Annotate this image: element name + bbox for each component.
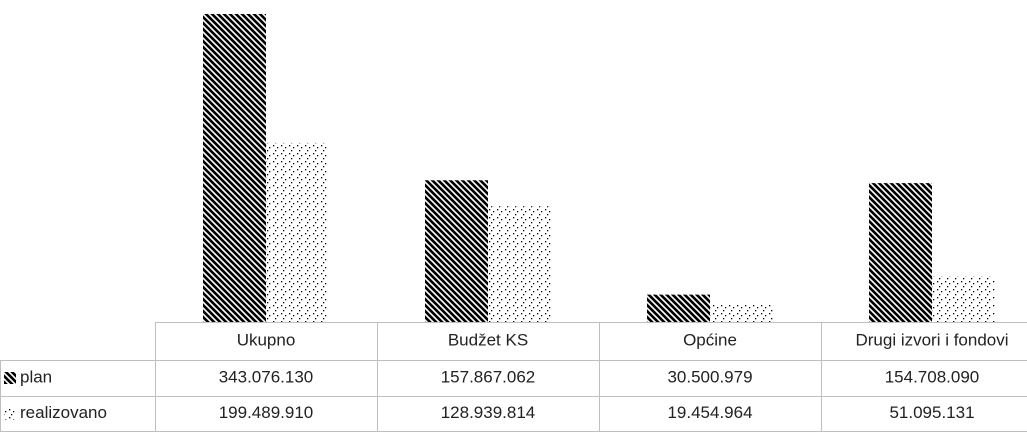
bar [932,276,995,322]
table-value: 128.939.814 [441,403,536,422]
bar [488,206,551,322]
bar [425,180,488,322]
table-value: 154.708.090 [885,367,980,386]
bar [869,183,932,322]
category-label: Općine [683,330,737,349]
category-label: Ukupno [237,330,296,349]
category-label: Budžet KS [448,330,528,349]
legend-key [4,407,16,420]
table-value: 30.500.979 [667,367,752,386]
bar [203,14,266,322]
legend-label: plan [20,367,52,386]
table-value: 19.454.964 [667,403,752,422]
table-value: 157.867.062 [441,367,536,386]
legend-key [4,372,16,384]
bar [710,304,773,322]
table-value: 199.489.910 [219,403,314,422]
table-value: 343.076.130 [219,367,314,386]
bar [647,294,710,322]
table-value: 51.095.131 [889,403,974,422]
bar [266,142,329,322]
category-label: Drugi izvori i fondovi [855,330,1008,349]
legend-label: realizovano [20,403,107,422]
